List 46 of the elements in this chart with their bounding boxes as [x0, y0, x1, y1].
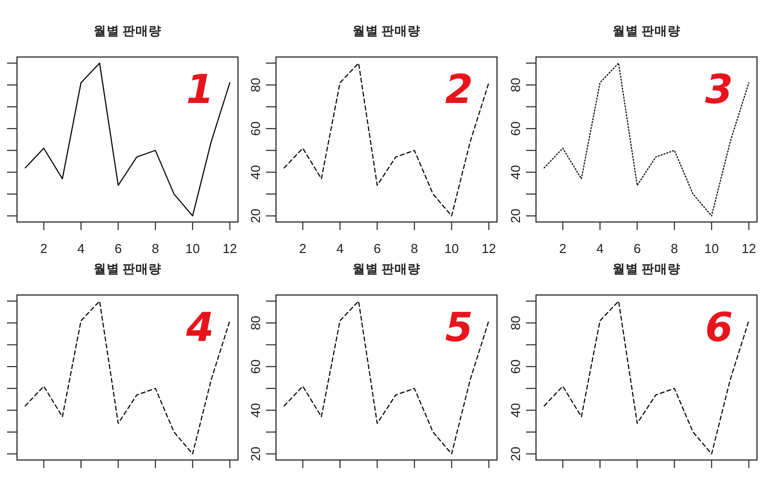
title: 월별 판매량	[352, 262, 421, 276]
y-tick-label: 40	[248, 403, 263, 418]
y-tick-label: 60	[248, 121, 263, 136]
x-tick-label: 2	[559, 241, 566, 256]
x-tick-label: 10	[185, 241, 200, 256]
x-tick-label: 8	[670, 241, 678, 256]
annotation: 2	[445, 67, 473, 113]
y-tick-label: 20	[248, 208, 263, 224]
x-tick-label: 2	[299, 241, 306, 256]
x-tick-label: 2	[40, 241, 48, 256]
y-tick-label: 20	[508, 446, 523, 462]
annotation: 1	[186, 67, 214, 113]
x-tick-label: 10	[444, 241, 459, 256]
y-tick-label: 80	[508, 78, 523, 92]
title: 월별 판매량	[93, 262, 162, 276]
x-tick-label: 8	[410, 241, 418, 256]
x-tick-label: 12	[222, 241, 238, 256]
x-tick-label: 8	[152, 241, 160, 256]
annotation: 5	[445, 305, 473, 351]
y-tick-label: 40	[508, 403, 523, 418]
y-tick-label: 40	[248, 165, 263, 180]
annotation: 6	[705, 305, 733, 351]
x-tick-label: 4	[77, 241, 85, 256]
x-tick-label: 4	[596, 241, 604, 256]
y-tick-label: 80	[508, 316, 523, 330]
x-tick-label: 4	[336, 241, 344, 256]
x-tick-label: 6	[634, 241, 641, 256]
y-tick-label: 80	[248, 316, 263, 330]
y-tick-label: 20	[248, 446, 263, 462]
annotation: 4	[186, 305, 214, 351]
title: 월별 판매량	[612, 262, 681, 276]
title: 월별 판매량	[352, 24, 421, 38]
y-tick-label: 60	[508, 121, 523, 136]
x-tick-label: 10	[704, 241, 719, 256]
x-tick-label: 6	[114, 241, 122, 256]
y-tick-label: 20	[508, 208, 523, 224]
y-tick-label: 80	[248, 78, 263, 92]
title: 월별 판매량	[93, 24, 162, 38]
x-tick-label: 12	[482, 241, 496, 256]
x-tick-label: 12	[742, 241, 756, 256]
y-tick-label: 60	[248, 359, 263, 374]
y-tick-label: 60	[508, 359, 523, 374]
annotation: 3	[705, 67, 733, 113]
y-tick-label: 40	[508, 165, 523, 180]
title: 월별 판매량	[612, 24, 681, 38]
x-tick-label: 6	[374, 241, 381, 256]
